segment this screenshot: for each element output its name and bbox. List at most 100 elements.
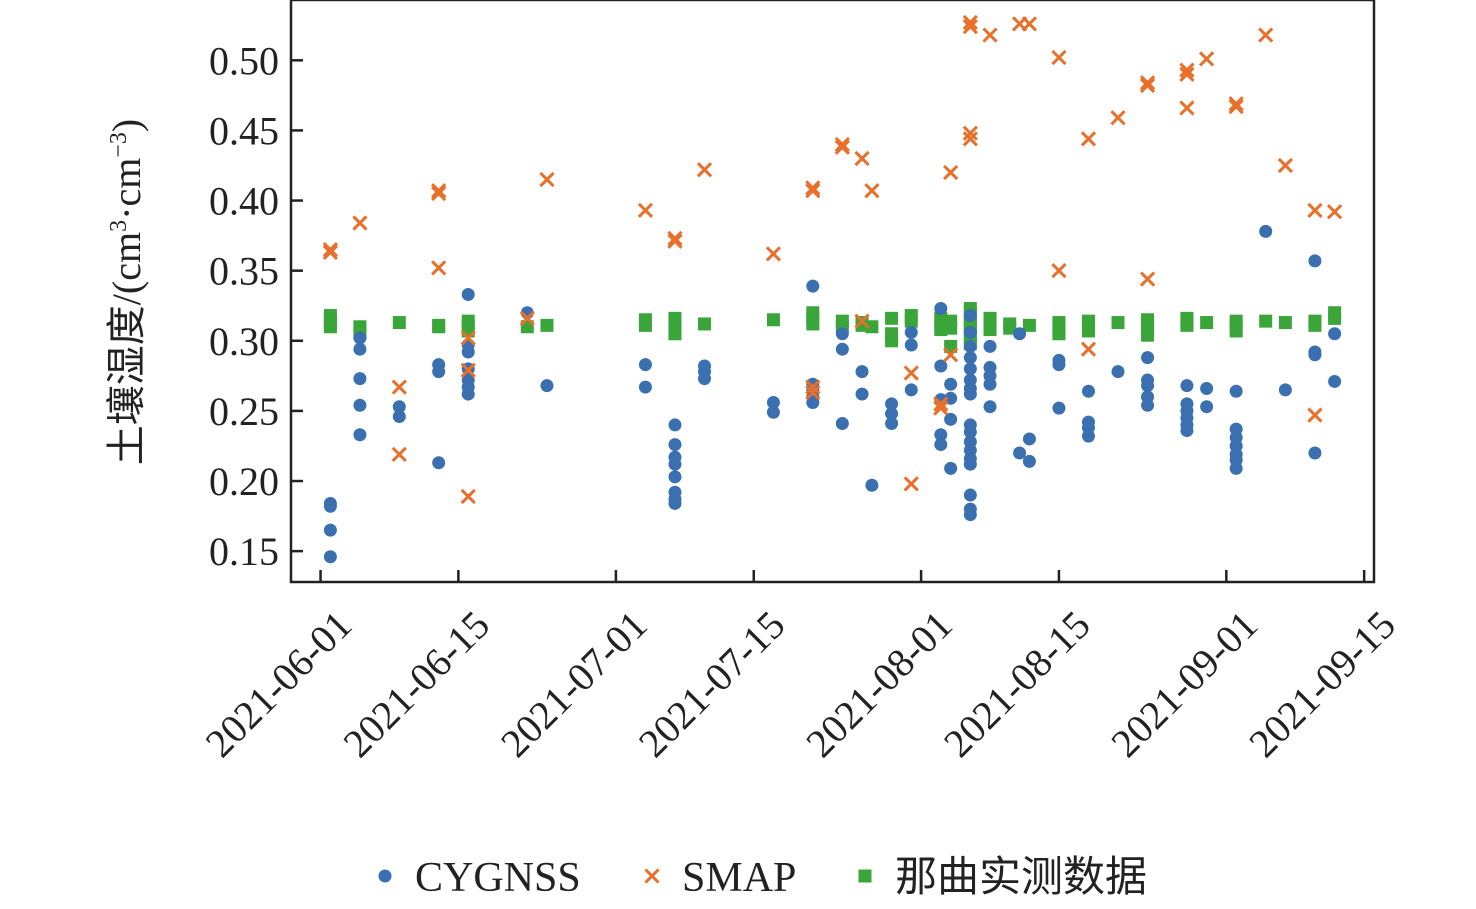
- circle-point: [855, 387, 869, 401]
- y-tick-label: 0.20: [209, 459, 279, 504]
- x-point: [1080, 131, 1097, 147]
- x-point: [1277, 157, 1294, 174]
- circle-point: [353, 398, 367, 412]
- square-point: [432, 320, 446, 334]
- x-tick-label: 2021-09-15: [1240, 602, 1404, 766]
- square-point: [865, 320, 879, 334]
- circle-point: [806, 279, 820, 293]
- circle-point: [1141, 379, 1155, 393]
- x-point: [1199, 51, 1215, 67]
- x-point: [962, 131, 978, 147]
- circle-point: [963, 325, 977, 339]
- circle-point: [668, 457, 682, 471]
- x-point: [962, 19, 978, 35]
- y-axis-title: 土壤湿度/(cm3·cm−3): [104, 119, 149, 465]
- circle-point: [983, 400, 997, 414]
- x-point: [1021, 16, 1038, 32]
- legend-label: CYGNSS: [415, 855, 581, 901]
- y-axis-title-sup1: 3: [106, 220, 132, 232]
- legend-label: 那曲实测数据: [895, 854, 1147, 901]
- circle-point: [432, 365, 446, 379]
- circle-point: [835, 342, 849, 356]
- series-circle: [323, 224, 1342, 564]
- circle-point: [934, 359, 948, 373]
- circle-point: [1013, 327, 1027, 341]
- circle-point: [1052, 358, 1066, 372]
- x-point: [539, 171, 555, 188]
- x-point: [1139, 77, 1156, 94]
- circle-point: [323, 499, 337, 513]
- circle-point: [1111, 365, 1125, 379]
- circle-point: [1180, 379, 1194, 393]
- circle-point: [963, 387, 977, 401]
- legend-marker-square: [858, 869, 872, 883]
- y-axis-title-sup2: −3: [106, 132, 132, 158]
- x-point: [460, 488, 476, 505]
- circle-point: [806, 395, 820, 409]
- square-point: [855, 318, 869, 332]
- square-point: [885, 334, 899, 348]
- y-axis-title-suffix: ): [104, 119, 149, 132]
- square-point: [944, 321, 958, 335]
- circle-point: [668, 496, 682, 510]
- circle-point: [855, 365, 869, 379]
- circle-point: [1141, 351, 1155, 365]
- x-point: [805, 183, 821, 199]
- y-tick-label: 0.15: [209, 529, 279, 574]
- x-point: [854, 150, 870, 167]
- x-point: [667, 233, 683, 249]
- x-point: [460, 362, 476, 378]
- x-tick-label: 2021-08-15: [935, 602, 1099, 766]
- square-point: [1052, 327, 1066, 341]
- x-point: [431, 185, 447, 202]
- x-point: [1179, 100, 1195, 116]
- square-point: [1328, 311, 1342, 325]
- legend-marker-x: [644, 868, 660, 884]
- circle-point: [904, 325, 918, 339]
- circle-point: [353, 342, 367, 356]
- x-tick-label: 2021-09-01: [1102, 602, 1266, 766]
- circle-point: [1229, 384, 1243, 398]
- circle-point: [392, 400, 406, 414]
- circle-point: [353, 428, 367, 442]
- circle-point: [934, 438, 948, 452]
- square-point: [1278, 316, 1292, 330]
- square-point: [1111, 316, 1125, 330]
- circle-point: [766, 395, 780, 409]
- x-point: [1051, 49, 1067, 66]
- circle-point: [1229, 461, 1243, 475]
- x-point: [322, 242, 339, 258]
- circle-point: [963, 488, 977, 502]
- circle-point: [1081, 384, 1095, 398]
- circle-point: [934, 428, 948, 442]
- circle-point: [904, 383, 918, 397]
- x-tick-label: 2021-07-01: [492, 602, 656, 766]
- circle-point: [865, 478, 879, 492]
- y-tick-label: 0.45: [209, 108, 279, 153]
- square-point: [983, 323, 997, 337]
- square-point: [323, 320, 337, 334]
- legend-label: SMAP: [682, 855, 796, 901]
- circle-point: [963, 339, 977, 353]
- square-point: [1022, 318, 1036, 332]
- circle-point: [668, 418, 682, 432]
- circle-point: [1328, 327, 1342, 341]
- circle-point: [1200, 381, 1214, 395]
- circle-point: [461, 288, 475, 302]
- x-point: [1228, 98, 1244, 115]
- x-point: [1179, 62, 1195, 78]
- x-point: [460, 330, 476, 346]
- circle-point: [963, 508, 977, 522]
- circle-point: [638, 380, 652, 394]
- square-point: [806, 317, 820, 331]
- x-point: [1011, 16, 1028, 32]
- circle-point: [1081, 429, 1095, 443]
- circle-point: [1259, 224, 1273, 238]
- circle-point: [983, 339, 997, 353]
- circle-point: [944, 412, 958, 426]
- circle-point: [638, 358, 652, 372]
- square-point: [904, 314, 918, 328]
- x-point: [933, 396, 949, 412]
- x-point: [1080, 341, 1097, 357]
